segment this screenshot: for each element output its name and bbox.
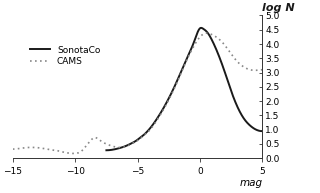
Text: log N: log N bbox=[262, 3, 295, 13]
X-axis label: mag: mag bbox=[239, 178, 262, 188]
Legend: SonotaCo, CAMS: SonotaCo, CAMS bbox=[30, 46, 100, 66]
